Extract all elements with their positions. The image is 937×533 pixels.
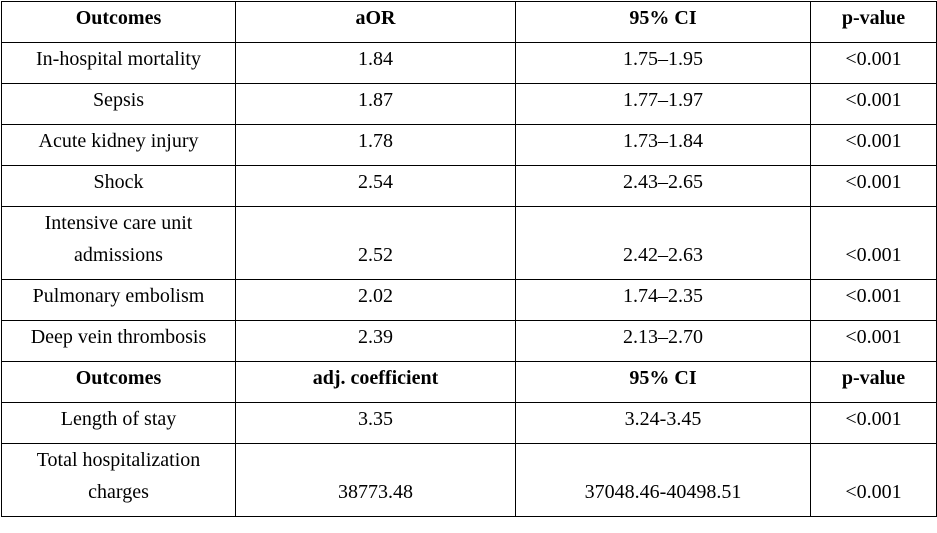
data-row: Total hospitalization charges 38773.48 370… — [1, 443, 937, 517]
cell: 1.78 — [235, 124, 516, 166]
cell: <0.001 — [810, 83, 937, 125]
header-row: Outcomes adj. coefficient 95% CI p-value — [1, 361, 937, 403]
header-cell: p-value — [810, 1, 937, 43]
cell: 1.87 — [235, 83, 516, 125]
data-row: Length of stay 3.35 3.24-3.45 <0.001 — [1, 402, 937, 444]
header-cell: Outcomes — [1, 1, 236, 43]
cell: 37048.46-40498.51 — [515, 443, 811, 517]
cell: <0.001 — [810, 165, 937, 207]
cell: 1.73–1.84 — [515, 124, 811, 166]
data-row: In-hospital mortality 1.84 1.75–1.95 <0.001 — [1, 42, 937, 84]
header-row: Outcomes aOR 95% CI p-value — [1, 1, 937, 43]
data-row: Sepsis 1.87 1.77–1.97 <0.001 — [1, 83, 937, 125]
cell: 1.75–1.95 — [515, 42, 811, 84]
cell: Deep vein thrombosis — [1, 320, 236, 362]
header-cell: adj. coefficient — [235, 361, 516, 403]
cell: 1.84 — [235, 42, 516, 84]
cell: 2.13–2.70 — [515, 320, 811, 362]
data-row: Deep vein thrombosis 2.39 2.13–2.70 <0.001 — [1, 320, 937, 362]
cell: 2.42–2.63 — [515, 206, 811, 280]
data-row: Shock 2.54 2.43–2.65 <0.001 — [1, 165, 937, 207]
header-cell: 95% CI — [515, 1, 811, 43]
cell: Length of stay — [1, 402, 236, 444]
data-row: Acute kidney injury 1.78 1.73–1.84 <0.001 — [1, 124, 937, 166]
cell: Intensive care unit admissions — [1, 206, 236, 280]
cell: 2.52 — [235, 206, 516, 280]
cell: 2.02 — [235, 279, 516, 321]
cell: In-hospital mortality — [1, 42, 236, 84]
cell: <0.001 — [810, 320, 937, 362]
cell: 1.77–1.97 — [515, 83, 811, 125]
data-row: Pulmonary embolism 2.02 1.74–2.35 <0.001 — [1, 279, 937, 321]
cell: Pulmonary embolism — [1, 279, 236, 321]
cell: 2.43–2.65 — [515, 165, 811, 207]
header-cell: p-value — [810, 361, 937, 403]
cell: <0.001 — [810, 124, 937, 166]
cell: <0.001 — [810, 206, 937, 280]
header-cell: 95% CI — [515, 361, 811, 403]
cell: <0.001 — [810, 42, 937, 84]
cell: 2.54 — [235, 165, 516, 207]
cell: <0.001 — [810, 443, 937, 517]
cell: Shock — [1, 165, 236, 207]
cell: <0.001 — [810, 279, 937, 321]
cell: 1.74–2.35 — [515, 279, 811, 321]
cell: 3.35 — [235, 402, 516, 444]
cell: Acute kidney injury — [1, 124, 236, 166]
table-body: Outcomes aOR 95% CI p-value In-hospital mort… — [1, 1, 937, 517]
header-cell: aOR — [235, 1, 516, 43]
cell: 2.39 — [235, 320, 516, 362]
header-cell: Outcomes — [1, 361, 236, 403]
cell: Total hospitalization charges — [1, 443, 236, 517]
cell: 3.24-3.45 — [515, 402, 811, 444]
data-row: Intensive care unit admissions 2.52 2.42–2… — [1, 206, 937, 280]
cell: 38773.48 — [235, 443, 516, 517]
outcomes-table: Outcomes aOR 95% CI p-value In-hospital mort… — [1, 1, 937, 517]
cell: <0.001 — [810, 402, 937, 444]
cell: Sepsis — [1, 83, 236, 125]
